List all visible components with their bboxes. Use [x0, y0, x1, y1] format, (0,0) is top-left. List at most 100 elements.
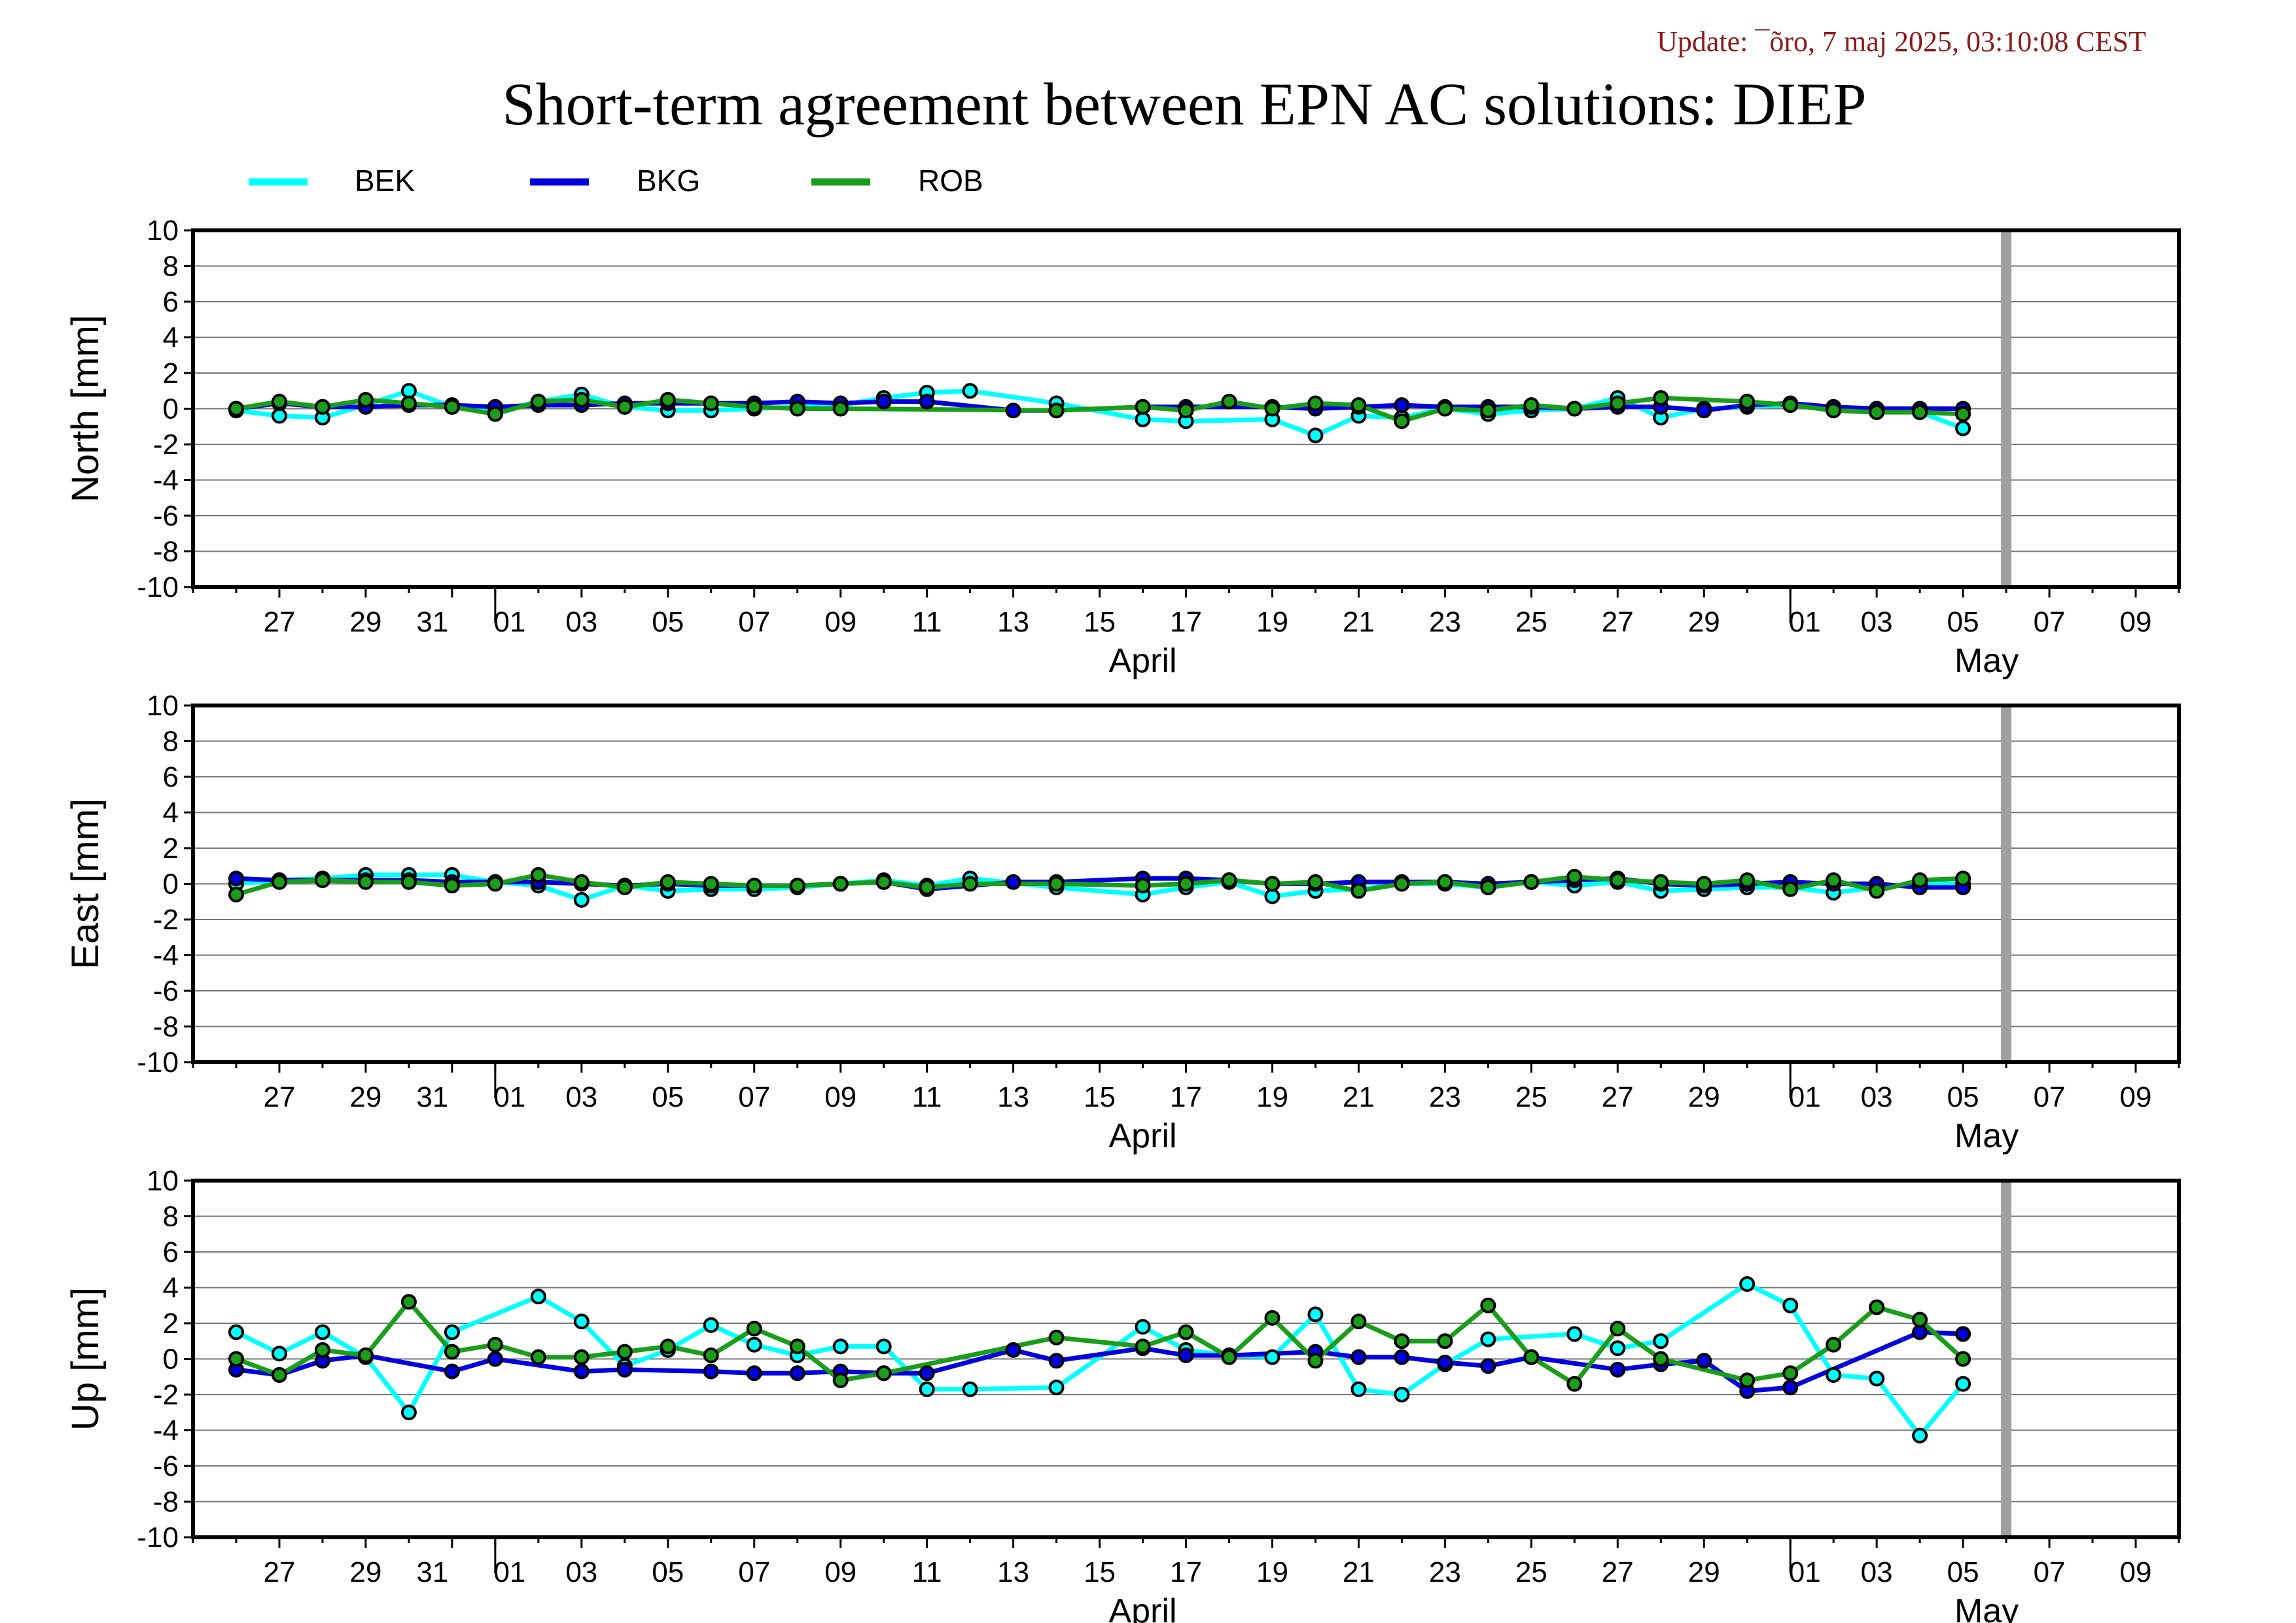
east-point-rob — [1178, 876, 1194, 892]
east-point-rob — [1351, 883, 1367, 899]
up-point-bek — [400, 1404, 417, 1421]
north-xtick-label: 19 — [1256, 606, 1288, 638]
north-point-rob — [1221, 393, 1237, 410]
north-panel: -10-8 -6-4 -2 0 24 68 10 North [mm] 27 29 31 01 03 05… — [64, 215, 2181, 680]
north-point-rob — [357, 391, 374, 408]
up-ytick-label: -4 — [153, 1415, 179, 1447]
east-xtick-label: 01 — [493, 1081, 525, 1113]
north-point-rob — [1307, 395, 1324, 412]
up-xtick-label: 07 — [738, 1556, 770, 1588]
east-month-label: May — [1954, 1117, 2019, 1155]
up-point-bek — [1912, 1427, 1928, 1444]
east-point-bek — [1264, 888, 1280, 904]
east-ytick-label: 8 — [163, 726, 179, 758]
east-xtick-label: 27 — [263, 1081, 295, 1113]
east-ytick-label: -8 — [153, 1011, 179, 1043]
north-xtick-label: 27 — [263, 606, 295, 638]
east-point-rob — [789, 878, 805, 894]
up-xtick-label: 15 — [1084, 1556, 1116, 1588]
up-point-rob — [875, 1365, 892, 1382]
north-point-bek — [962, 383, 978, 399]
north-point-bkg — [1696, 402, 1712, 419]
up-xtick-label: 01 — [493, 1556, 525, 1588]
north-point-rob — [1869, 404, 1885, 420]
up-point-rob — [357, 1347, 374, 1364]
north-xtick-label: 23 — [1429, 606, 1461, 638]
north-xtick-label: 05 — [652, 606, 684, 638]
up-point-rob — [1264, 1310, 1280, 1326]
east-point-rob — [1135, 878, 1151, 894]
east-point-rob — [660, 874, 676, 890]
east-xtick-label: 29 — [1688, 1081, 1720, 1113]
north-ytick-label: 2 — [163, 357, 179, 389]
up-point-rob — [271, 1367, 287, 1383]
up-xtick-label: 31 — [416, 1556, 448, 1588]
east-xtick-label: 07 — [2034, 1081, 2066, 1113]
up-axis-label: Up [mm] — [64, 1287, 107, 1431]
up-xtick-label: 29 — [1688, 1556, 1720, 1588]
east-xtick-label: 27 — [1602, 1081, 1634, 1113]
east-xtick-label: 05 — [1947, 1081, 1979, 1113]
up-point-rob — [1394, 1333, 1410, 1349]
up-point-rob — [616, 1344, 633, 1360]
up-point-bek — [1826, 1367, 1842, 1383]
north-point-bkg — [1394, 397, 1410, 414]
up-point-bek — [1264, 1349, 1280, 1365]
up-xtick-label: 25 — [1515, 1556, 1547, 1588]
update-timestamp: Update: ¯õro, 7 maj 2025, 03:10:08 CEST — [1657, 26, 2146, 58]
up-point-bkg — [1696, 1353, 1712, 1369]
east-point-rob — [271, 874, 287, 890]
up-point-rob — [703, 1347, 719, 1364]
east-ytick-label: -10 — [137, 1046, 179, 1079]
up-ytick-label: 0 — [163, 1344, 179, 1376]
north-xtick-label: 07 — [738, 606, 770, 638]
up-point-bek — [228, 1324, 244, 1340]
up-ytick-label: 2 — [163, 1308, 179, 1340]
up-point-bek — [314, 1324, 330, 1340]
up-xtick-label: 03 — [1861, 1556, 1893, 1588]
north-point-rob — [1566, 401, 1583, 417]
east-point-rob — [487, 876, 503, 892]
up-ytick-label: -8 — [153, 1486, 179, 1518]
up-point-rob — [1610, 1321, 1626, 1337]
east-point-rob — [962, 876, 978, 892]
up-point-rob — [228, 1351, 244, 1367]
up-point-rob — [444, 1344, 460, 1360]
north-ytick-label: 0 — [163, 393, 179, 425]
north-xtick-label: 21 — [1343, 606, 1375, 638]
up-point-bek — [1653, 1333, 1669, 1349]
east-point-rob — [1048, 876, 1065, 892]
up-point-bek — [1307, 1306, 1324, 1323]
east-xtick-label: 09 — [2120, 1081, 2152, 1113]
east-xtick-label: 03 — [1861, 1081, 1893, 1113]
north-point-rob — [616, 399, 633, 415]
page-title: Short-term agreement between EPN AC solu… — [502, 71, 1866, 137]
up-point-rob — [1869, 1299, 1885, 1315]
north-point-rob — [228, 401, 244, 417]
north-point-rob — [1912, 404, 1928, 420]
up-xtick-label: 27 — [1602, 1556, 1634, 1588]
north-point-rob — [660, 391, 676, 408]
north-xtick-label: 05 — [1947, 606, 1979, 638]
up-point-bek — [444, 1324, 460, 1340]
up-point-bkg — [1480, 1358, 1496, 1374]
up-point-rob — [1135, 1338, 1151, 1355]
up-point-bkg — [703, 1363, 719, 1380]
legend-label-bkg: BKG — [637, 164, 700, 198]
east-point-rob — [1566, 868, 1583, 885]
east-point-rob — [400, 874, 417, 890]
north-point-rob — [1523, 397, 1540, 414]
up-month-label: May — [1954, 1592, 2019, 1623]
up-point-rob — [1178, 1324, 1194, 1340]
north-xtick-label: 15 — [1084, 606, 1116, 638]
north-point-bek — [1307, 427, 1324, 444]
up-xtick-label: 27 — [263, 1556, 295, 1588]
up-xtick-label: 23 — [1429, 1556, 1461, 1588]
up-point-bkg — [1610, 1361, 1626, 1378]
up-ytick-label: -6 — [153, 1450, 179, 1482]
north-point-rob — [1610, 395, 1626, 412]
up-point-rob — [789, 1338, 805, 1355]
up-point-bek — [1869, 1370, 1885, 1387]
up-point-bkg — [1178, 1347, 1194, 1364]
